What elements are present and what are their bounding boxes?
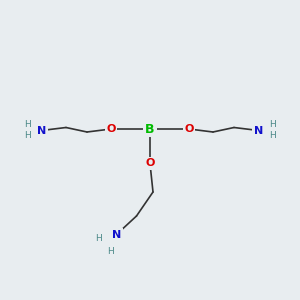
Text: O: O: [184, 124, 194, 134]
Text: H: H: [269, 120, 276, 129]
Text: N: N: [112, 230, 121, 240]
Text: H: H: [269, 131, 276, 140]
Text: H: H: [24, 120, 31, 129]
Text: O: O: [106, 124, 116, 134]
Text: H: H: [24, 131, 31, 140]
Text: O: O: [145, 158, 155, 169]
Text: H: H: [96, 234, 102, 243]
Text: N: N: [254, 125, 263, 136]
Text: B: B: [145, 122, 155, 136]
Text: H: H: [108, 248, 114, 256]
Text: N: N: [37, 125, 46, 136]
